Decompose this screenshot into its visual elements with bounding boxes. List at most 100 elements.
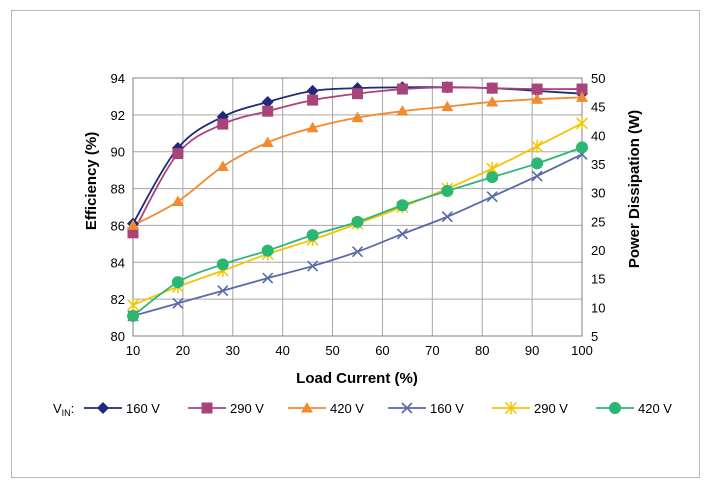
data-point-triangle-420-v-left bbox=[351, 111, 364, 123]
left-y-tick-label: 82 bbox=[111, 292, 125, 307]
data-point-x-160-v-right bbox=[531, 170, 543, 182]
series-line-square-290-v-left bbox=[132, 86, 583, 234]
right-y-tick-label: 50 bbox=[591, 71, 605, 86]
data-point-circle-420-v-right bbox=[261, 244, 274, 257]
data-point-triangle-420-v-left bbox=[531, 93, 544, 104]
data-point-x-160-v-right bbox=[172, 297, 184, 309]
data-point-x-160-v-right bbox=[307, 260, 319, 272]
right-y-tick-label: 15 bbox=[591, 272, 605, 287]
efficiency-power-chart: 10 20 30 40 50 60 70 80 90 100 80 82 84 86 88 90 92 94 5… bbox=[53, 71, 672, 418]
data-point-triangle-420-v-left bbox=[486, 95, 499, 107]
legend-marker-triangle bbox=[301, 402, 313, 413]
series-line-star-290-v-right bbox=[132, 122, 583, 306]
legend-label: 420 V bbox=[638, 401, 672, 416]
x-tick-label: 40 bbox=[275, 343, 289, 358]
chart-frame: 10 20 30 40 50 60 70 80 90 100 80 82 84 86 88 90 92 94 5… bbox=[11, 10, 700, 478]
plot-area-border bbox=[132, 77, 583, 337]
data-point-square-290-v-left bbox=[352, 88, 363, 100]
legend-label: 290 V bbox=[534, 401, 568, 416]
x-axis-title: Load Current (%) bbox=[296, 370, 418, 387]
right-y-axis-title: Power Dissipation (W) bbox=[626, 110, 643, 268]
data-point-square-290-v-left bbox=[486, 82, 498, 94]
legend-label: 290 V bbox=[230, 401, 264, 416]
left-y-axis-ticks: 80 82 84 86 88 90 92 94 bbox=[111, 71, 125, 344]
right-y-tick-label: 35 bbox=[591, 157, 605, 172]
data-point-diamond-160-v-left bbox=[261, 95, 274, 108]
data-point-circle-420-v-right bbox=[441, 184, 454, 197]
left-y-tick-label: 92 bbox=[111, 108, 125, 123]
data-point-circle-420-v-right bbox=[127, 309, 139, 322]
data-point-triangle-420-v-left bbox=[171, 195, 184, 206]
data-point-square-290-v-left bbox=[441, 81, 453, 93]
data-point-triangle-420-v-left bbox=[441, 100, 454, 112]
right-y-tick-label: 10 bbox=[591, 300, 605, 315]
data-point-triangle-420-v-left bbox=[261, 136, 274, 147]
data-point-triangle-420-v-left bbox=[576, 91, 588, 102]
data-point-circle-420-v-right bbox=[216, 258, 229, 271]
data-point-square-290-v-left bbox=[307, 94, 319, 106]
data-point-star-290-v-right bbox=[126, 298, 140, 312]
data-point-circle-420-v-right bbox=[351, 215, 364, 228]
x-tick-label: 10 bbox=[126, 343, 140, 358]
data-point-circle-420-v-right bbox=[486, 171, 499, 184]
data-point-circle-420-v-right bbox=[171, 276, 184, 289]
right-y-tick-label: 30 bbox=[591, 186, 605, 201]
x-tick-label: 50 bbox=[325, 343, 339, 358]
legend-label: 160 V bbox=[430, 401, 464, 416]
left-y-tick-label: 90 bbox=[111, 145, 125, 160]
legend-marker-star bbox=[504, 401, 518, 415]
legend-marker-x bbox=[401, 402, 413, 414]
right-y-tick-label: 5 bbox=[591, 329, 598, 344]
x-tick-label: 80 bbox=[475, 343, 489, 358]
x-tick-label: 20 bbox=[176, 343, 190, 358]
data-point-diamond-160-v-left bbox=[306, 84, 319, 97]
data-point-triangle-420-v-left bbox=[396, 105, 409, 116]
data-point-x-160-v-right bbox=[217, 285, 229, 297]
legend: VIN: 160 V 290 V 420 V 160 V 290 V 420 V bbox=[53, 401, 672, 418]
data-point-circle-420-v-right bbox=[531, 157, 544, 170]
legend-marker-square bbox=[201, 402, 213, 414]
x-tick-label: 90 bbox=[525, 343, 539, 358]
data-point-square-290-v-left bbox=[127, 227, 139, 239]
data-point-x-160-v-right bbox=[351, 246, 364, 258]
x-tick-label: 30 bbox=[226, 343, 240, 358]
series-line-x-160-v-right bbox=[132, 153, 583, 317]
data-point-x-160-v-right bbox=[396, 228, 408, 240]
data-point-triangle-420-v-left bbox=[306, 121, 319, 133]
legend-prefix: VIN: bbox=[53, 401, 74, 418]
right-y-axis-ticks: 5 10 15 20 25 30 35 40 45 50 bbox=[591, 71, 605, 344]
x-tick-label: 60 bbox=[375, 343, 389, 358]
left-y-tick-label: 88 bbox=[111, 182, 125, 197]
legend-marker-diamond bbox=[97, 402, 109, 414]
right-y-tick-label: 25 bbox=[591, 214, 605, 229]
data-point-circle-420-v-right bbox=[576, 141, 588, 154]
data-point-star-290-v-right bbox=[575, 116, 589, 130]
data-point-triangle-420-v-left bbox=[216, 160, 229, 171]
data-point-circle-420-v-right bbox=[306, 229, 319, 242]
series-line-circle-420-v-right bbox=[132, 146, 583, 317]
x-tick-label: 70 bbox=[425, 343, 439, 358]
data-point-star-290-v-right bbox=[531, 139, 544, 153]
series-markers bbox=[126, 81, 589, 322]
data-point-x-160-v-right bbox=[262, 272, 274, 284]
data-point-square-290-v-left bbox=[396, 83, 408, 95]
data-point-x-160-v-right bbox=[441, 211, 453, 223]
data-point-square-290-v-left bbox=[531, 83, 543, 95]
data-point-square-290-v-left bbox=[217, 118, 229, 130]
legend-label: 160 V bbox=[126, 401, 160, 416]
left-y-axis-title: Efficiency (%) bbox=[83, 132, 100, 230]
x-tick-label: 100 bbox=[571, 343, 593, 358]
data-point-triangle-420-v-left bbox=[127, 219, 139, 230]
legend-label: 420 V bbox=[330, 401, 364, 416]
data-point-square-290-v-left bbox=[576, 83, 588, 95]
legend-marker-circle bbox=[609, 402, 621, 414]
data-point-x-160-v-right bbox=[486, 191, 498, 203]
right-y-tick-label: 20 bbox=[591, 243, 605, 258]
left-y-tick-label: 94 bbox=[111, 71, 125, 86]
left-y-tick-label: 86 bbox=[111, 218, 125, 233]
series-line-diamond-160-v-left bbox=[132, 86, 583, 225]
x-axis-ticks: 10 20 30 40 50 60 70 80 90 100 bbox=[126, 343, 593, 358]
data-point-square-290-v-left bbox=[262, 105, 274, 117]
left-y-tick-label: 80 bbox=[111, 329, 125, 344]
data-point-circle-420-v-right bbox=[396, 199, 409, 212]
